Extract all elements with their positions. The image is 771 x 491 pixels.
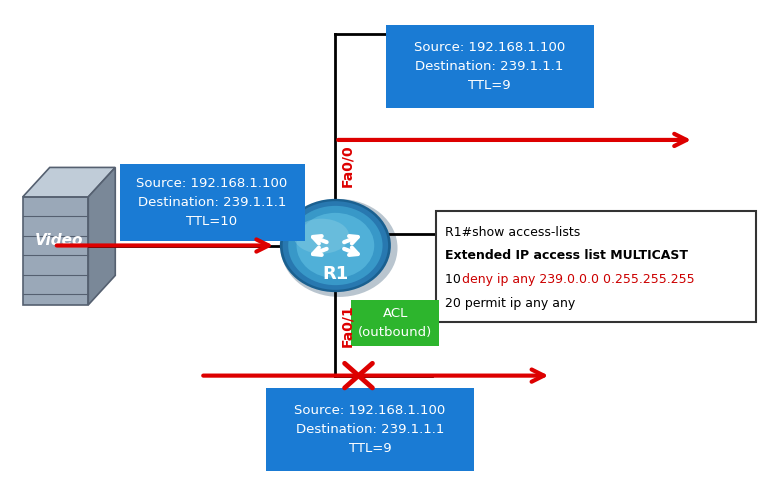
Ellipse shape: [297, 213, 374, 278]
Ellipse shape: [294, 218, 349, 254]
Text: 20 permit ip any any: 20 permit ip any any: [445, 297, 575, 309]
Text: Fa0/0: Fa0/0: [341, 144, 355, 187]
FancyBboxPatch shape: [436, 211, 756, 322]
Text: Source: 192.168.1.100
Destination: 239.1.1.1
TTL=10: Source: 192.168.1.100 Destination: 239.1…: [136, 177, 288, 228]
Polygon shape: [88, 167, 116, 305]
Ellipse shape: [288, 206, 382, 285]
Text: 10: 10: [445, 273, 465, 286]
Text: Source: 192.168.1.100
Destination: 239.1.1.1
TTL=9: Source: 192.168.1.100 Destination: 239.1…: [414, 41, 565, 92]
Text: R1: R1: [322, 266, 348, 283]
Ellipse shape: [281, 199, 398, 297]
Text: ACL
(outbound): ACL (outbound): [358, 307, 433, 339]
FancyBboxPatch shape: [120, 164, 305, 241]
Ellipse shape: [280, 199, 391, 292]
Text: R1#show access-lists: R1#show access-lists: [445, 226, 580, 239]
FancyBboxPatch shape: [22, 197, 88, 305]
Text: Fa0/1: Fa0/1: [341, 304, 355, 347]
FancyBboxPatch shape: [266, 388, 474, 471]
FancyBboxPatch shape: [351, 300, 439, 346]
Text: Video: Video: [35, 233, 83, 248]
Text: Extended IP access list MULTICAST: Extended IP access list MULTICAST: [445, 249, 688, 262]
Text: Source: 192.168.1.100
Destination: 239.1.1.1
TTL=9: Source: 192.168.1.100 Destination: 239.1…: [295, 404, 446, 455]
Ellipse shape: [283, 201, 388, 290]
Polygon shape: [22, 167, 116, 197]
FancyBboxPatch shape: [386, 25, 594, 108]
Text: deny ip any 239.0.0.0 0.255.255.255: deny ip any 239.0.0.0 0.255.255.255: [462, 273, 695, 286]
